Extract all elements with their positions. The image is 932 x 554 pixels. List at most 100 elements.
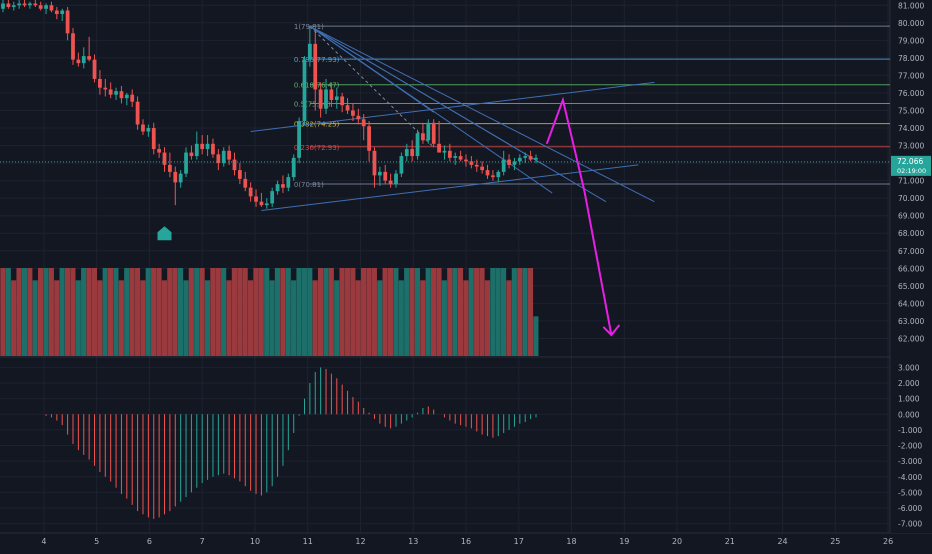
volume-bar: [264, 268, 270, 356]
volume-bar: [312, 280, 318, 356]
volume-bar: [517, 268, 523, 356]
candle-body: [200, 143, 205, 150]
candle-body: [480, 166, 485, 171]
candle-body: [146, 128, 151, 132]
candle-body: [415, 133, 420, 157]
volume-bar: [145, 268, 151, 356]
fib-level-label: 0(70.81): [294, 181, 324, 189]
candle-body: [6, 3, 11, 8]
price-axis[interactable]: 81.000 80.000 79.000 78.000 77.000 76.000 75.0…: [0, 0, 932, 533]
trendline: [309, 25, 655, 203]
time-tick-label: 19: [619, 537, 629, 546]
volume-bar: [274, 268, 281, 356]
price-tick-label: 76.000: [898, 89, 924, 98]
volume-bar: [258, 268, 264, 356]
candle-body: [168, 164, 172, 172]
candle-body: [157, 149, 162, 153]
volume-bar: [457, 268, 464, 356]
volume-bar: [366, 268, 372, 356]
volume-bar: [301, 268, 307, 356]
candle-body: [114, 91, 118, 95]
time-tick-label: 21: [725, 537, 735, 546]
volume-bar: [328, 268, 334, 356]
volume-bar: [226, 280, 232, 356]
volume-bar: [495, 268, 501, 356]
candle-body: [211, 143, 215, 155]
candle-body: [248, 187, 253, 197]
price-tick-label: 66.000: [898, 264, 924, 273]
candle-body: [324, 89, 328, 109]
candle-body: [44, 5, 48, 9]
candle-body: [232, 159, 237, 171]
candle-body: [404, 149, 409, 157]
volume-bar: [204, 280, 211, 356]
volume-bar: [129, 268, 135, 356]
volume-bar: [107, 268, 114, 356]
candle-body: [318, 89, 323, 109]
volume-bar: [37, 268, 44, 356]
candle-body: [124, 94, 129, 99]
volume-bar: [511, 268, 517, 356]
oscillator-histogram: [45, 367, 537, 519]
osc-tick-label: -2.000: [898, 442, 922, 451]
volume-bar: [64, 268, 71, 356]
volume-bar: [500, 268, 507, 356]
candle-body: [517, 157, 522, 162]
volume-bar: [156, 268, 162, 356]
volume-bar: [452, 268, 458, 356]
candle-body: [162, 152, 167, 165]
volume-bar: [382, 268, 388, 356]
candle-body: [54, 10, 59, 15]
volume-bar: [5, 268, 11, 356]
candle-body: [275, 184, 280, 192]
last-price-badge: [891, 155, 931, 176]
candle-body: [334, 96, 339, 100]
volume-bar: [237, 268, 243, 356]
candle-body: [60, 10, 65, 15]
last-price-label: 72.066: [897, 157, 923, 166]
candle-body: [49, 5, 54, 11]
candle-body: [351, 110, 355, 116]
candle-body: [534, 157, 538, 160]
volume-bar: [291, 280, 297, 356]
candle-body: [71, 33, 75, 60]
candle-body: [189, 152, 194, 157]
candle-body: [227, 150, 232, 160]
volume-bar: [221, 268, 227, 356]
price-tick-label: 62.000: [898, 334, 924, 343]
trendlines[interactable]: [250, 25, 655, 211]
volume-bar: [377, 280, 383, 356]
volume-bar: [344, 268, 351, 356]
trendline: [261, 164, 639, 211]
time-tick-label: 4: [41, 537, 46, 546]
volume-bar: [522, 268, 528, 356]
candle-body: [464, 159, 468, 162]
volume-bar: [533, 316, 539, 356]
candle-body: [151, 128, 156, 150]
candle-body: [281, 184, 285, 188]
forecast-arrow[interactable]: [545, 96, 621, 337]
osc-tick-label: 2.000: [898, 379, 920, 388]
osc-tick-label: -1.000: [898, 426, 922, 435]
volume-bar: [527, 268, 534, 356]
volume-bar: [387, 268, 394, 356]
buy-signal-marker: [157, 226, 172, 241]
volume-bar: [172, 268, 178, 356]
candle-body: [297, 121, 301, 158]
volume-bar: [113, 268, 119, 356]
volume-bar: [210, 268, 216, 356]
price-tick-label: 75.000: [898, 106, 924, 115]
volume-bar: [506, 280, 512, 356]
volume-bar: [307, 268, 313, 356]
price-tick-label: 67.000: [898, 247, 924, 256]
candle-body: [410, 149, 415, 157]
candle-body: [178, 173, 183, 183]
price-tick-label: 69.000: [898, 212, 924, 221]
volume-bar: [463, 280, 469, 356]
osc-tick-label: -4.000: [898, 473, 922, 482]
volume-bar: [247, 280, 254, 356]
trendline: [309, 25, 434, 113]
time-axis[interactable]: 4 5 6 7 10 11 12 13 16 17 18 19 20 21 24 25 26: [41, 537, 893, 546]
fib-level-label: 0.5(75.40): [294, 100, 331, 108]
